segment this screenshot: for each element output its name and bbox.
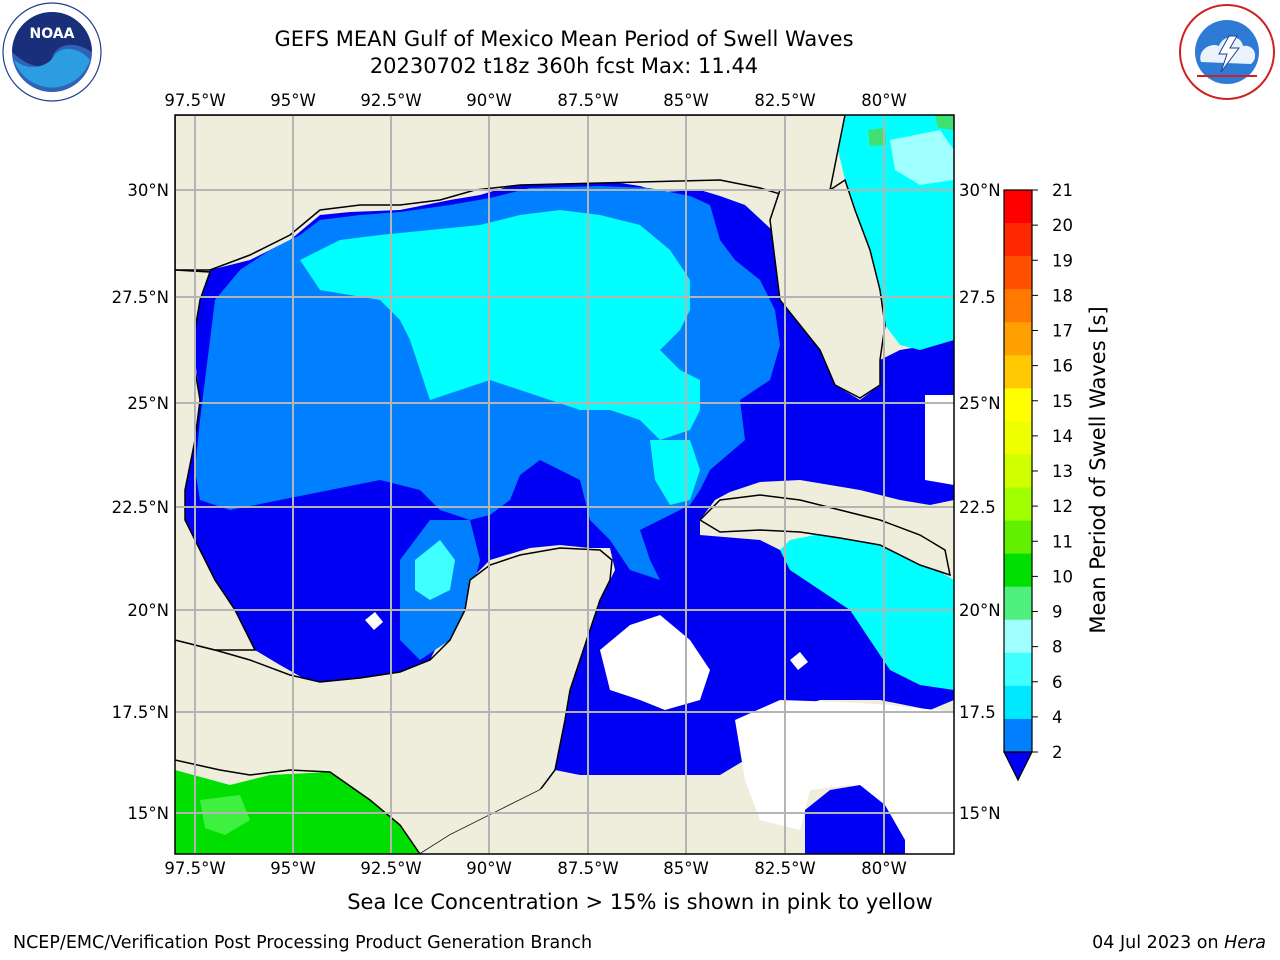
- land-florida-peninsula: [769, 178, 886, 399]
- lon-label-top: 80°W: [861, 91, 907, 110]
- lat-label-right: 22.5: [959, 498, 996, 517]
- land-yucatan: [175, 547, 613, 854]
- colorbar-bin: [1004, 487, 1032, 522]
- colorbar-tick-label: 13: [1052, 462, 1073, 481]
- no-data-patch: [925, 395, 954, 485]
- colorbar-bin: [1004, 322, 1032, 356]
- noaa-logo: NOAA: [2, 2, 102, 102]
- colorbar-extend-triangle: [1003, 751, 1033, 782]
- colorbar-bin: [1004, 718, 1032, 753]
- lat-label-left: 15°N: [127, 804, 169, 823]
- no-data-patch: [790, 652, 808, 670]
- period-region-6-8-south: [650, 440, 700, 505]
- lon-label-bottom: 90°W: [466, 859, 512, 878]
- footer-date: 04 Jul 2023 on Hera: [1092, 933, 1266, 953]
- colorbar-tick-label: 14: [1052, 427, 1073, 446]
- period-region-10-11-atlantic-2: [935, 115, 954, 130]
- no-data-patch: [735, 700, 954, 854]
- noaa-logo-text: NOAA: [30, 26, 75, 42]
- lat-label-right: 15°N: [959, 804, 1001, 823]
- lat-label-right: 30°N: [959, 181, 1001, 200]
- lat-label-left: 25°N: [127, 394, 169, 413]
- colorbar-bin: [1004, 388, 1032, 422]
- period-region-8-9-atlantic: [890, 130, 954, 185]
- map-frame: [174, 114, 955, 855]
- colorbar-tick-label: 16: [1052, 357, 1073, 376]
- colorbar-tick-label: 9: [1052, 603, 1063, 622]
- no-data-patch: [365, 612, 383, 630]
- lon-label-top: 95°W: [270, 91, 316, 110]
- colorbar-tick-label: 17: [1052, 322, 1073, 341]
- nws-logo: [1179, 4, 1275, 100]
- colorbar-tick-label: 20: [1052, 216, 1073, 235]
- colorbar-tick-label: 11: [1052, 532, 1073, 551]
- footer-branch: NCEP/EMC/Verification Post Processing Pr…: [13, 933, 593, 953]
- colorbar-bin: [1004, 520, 1032, 555]
- lon-label-bottom: 85°W: [663, 859, 709, 878]
- lat-label-right: 17.5: [959, 703, 996, 722]
- chart-subtitle: 20230702 t18z 360h fcst Max: 11.44: [369, 54, 759, 78]
- lon-label-top: 85°W: [663, 91, 709, 110]
- colorbar-tick-label: 15: [1052, 392, 1073, 411]
- lon-label-top: 90°W: [466, 91, 512, 110]
- chart-title: GEFS MEAN Gulf of Mexico Mean Period of …: [274, 27, 854, 51]
- colorbar-bin: [1004, 685, 1032, 720]
- lat-label-right: 27.5: [959, 288, 996, 307]
- colorbar-tick-label: 6: [1052, 673, 1063, 692]
- colorbar-bin: [1004, 256, 1032, 290]
- colorbar-tick-label: 19: [1052, 251, 1073, 270]
- period-region-2-4-south: [805, 785, 905, 854]
- colorbar-bin: [1004, 619, 1032, 654]
- lon-label-bottom: 87.5°W: [557, 859, 618, 878]
- colorbar-bin: [1004, 586, 1032, 621]
- lon-label-bottom: 97.5°W: [164, 859, 225, 878]
- swell-period-field: [175, 115, 954, 854]
- colorbar-bin: [1004, 190, 1032, 224]
- colorbar-bin: [1004, 652, 1032, 687]
- lat-label-left: 20°N: [127, 601, 169, 620]
- land-cuba: [698, 494, 951, 577]
- lat-label-left: 30°N: [127, 181, 169, 200]
- colorbar-tick-label: 4: [1052, 708, 1063, 727]
- sea-ice-note: Sea Ice Concentration > 15% is shown in …: [347, 890, 933, 914]
- colorbar-tick-label: 8: [1052, 638, 1063, 657]
- land-central-america: [420, 775, 765, 854]
- period-region-6-8-west: [415, 540, 455, 600]
- colorbar-tick-label: 21: [1052, 181, 1073, 200]
- period-region-11-12-pacific: [200, 795, 250, 835]
- lat-label-left: 27.5°N: [112, 288, 169, 307]
- period-region-10-11-atlantic: [868, 128, 886, 146]
- lon-label-top: 92.5°W: [360, 91, 421, 110]
- colorbar-label: Mean Period of Swell Waves [s]: [1086, 306, 1110, 633]
- lat-label-right: 25°N: [959, 394, 1001, 413]
- colorbar-bin: [1004, 223, 1032, 257]
- colorbar-tick-label: 18: [1052, 286, 1073, 305]
- lon-label-bottom: 82.5°W: [754, 859, 815, 878]
- colorbar-bin: [1004, 454, 1032, 489]
- lon-label-bottom: 95°W: [270, 859, 316, 878]
- lon-label-top: 87.5°W: [557, 91, 618, 110]
- lon-label-top: 97.5°W: [164, 91, 225, 110]
- colorbar-tick-label: 10: [1052, 567, 1073, 586]
- colorbar-tick-label: 12: [1052, 497, 1073, 516]
- colorbar-tick-label: 2: [1052, 743, 1063, 762]
- lon-label-bottom: 80°W: [861, 859, 907, 878]
- colorbar: 21 20 19 18 17 16 15 14 13 12 11 10 9 8 6 4 2: [1003, 181, 1073, 782]
- lat-label-right: 20°N: [959, 601, 1001, 620]
- no-data-patch: [600, 615, 710, 710]
- colorbar-bin: [1004, 289, 1032, 323]
- lat-label-left: 17.5°N: [112, 703, 169, 722]
- colorbar-bin: [1004, 553, 1032, 588]
- graticule: [175, 115, 954, 854]
- period-region-6-8: [300, 210, 700, 440]
- colorbar-bin: [1004, 355, 1032, 389]
- colorbar-bin: [1004, 421, 1032, 455]
- lat-label-left: 22.5°N: [112, 498, 169, 517]
- lon-label-bottom: 92.5°W: [360, 859, 421, 878]
- lon-label-top: 82.5°W: [754, 91, 815, 110]
